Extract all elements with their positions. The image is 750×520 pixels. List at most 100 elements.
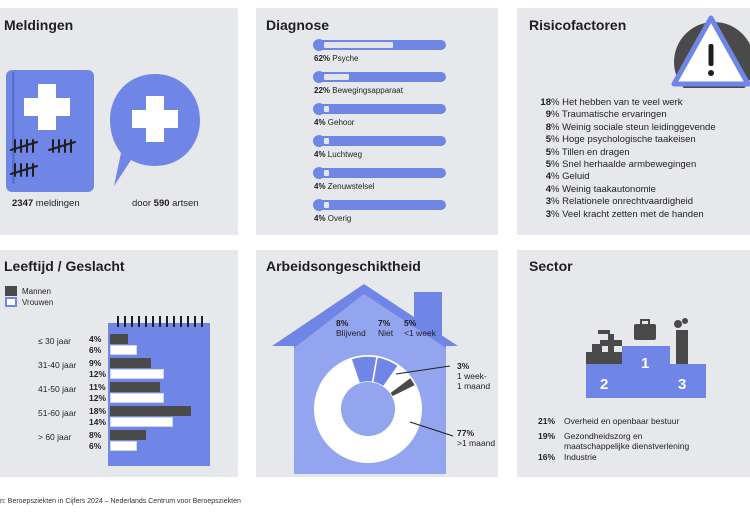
- sector-label: Gezondheidszorg en: [564, 431, 643, 441]
- risk-unit: %: [551, 146, 562, 158]
- risk-label: Veel kracht zetten met de handen: [562, 208, 704, 220]
- diagnose-bar-fill: [324, 170, 329, 176]
- meldingen-count: 2347 meldingen: [12, 198, 80, 209]
- legend-women-swatch: [5, 297, 17, 307]
- risk-value: 9: [545, 109, 551, 121]
- age-women-value: 12%: [89, 369, 107, 379]
- diagnose-label: 4% Overig: [314, 214, 351, 223]
- risk-label: Geluid: [562, 171, 590, 183]
- diagnose-bar-cap: [313, 71, 325, 83]
- age-women-bar: [110, 393, 164, 403]
- arbeid-value: 3%: [457, 361, 470, 371]
- diagnose-value: 22%: [314, 86, 331, 95]
- diagnose-value: 4%: [314, 214, 326, 223]
- age-men-bar: [110, 406, 191, 416]
- arbeid-title: Arbeidsongeschiktheid: [266, 258, 421, 274]
- age-label: 31-40 jaar: [38, 360, 77, 370]
- spiral-binding-icon: [117, 316, 203, 327]
- risk-value: 3: [545, 196, 551, 208]
- age-men-value: 18%: [89, 406, 107, 416]
- diagnose-label: 4% Gehoor: [314, 118, 354, 127]
- arbeid-label: 5% <1 week: [404, 318, 436, 338]
- diagnose-bar-cap: [313, 135, 325, 147]
- risk-row: 3% Veel kracht zetten met de handen: [529, 209, 704, 220]
- diagnose-category: Luchtweg: [325, 150, 363, 159]
- risk-row: 9% Traumatische ervaringen: [529, 109, 667, 120]
- risico-title: Risicofactoren: [529, 17, 627, 33]
- footer-source: n: Beroepsziekten in Cijfers 2024 – Nede…: [0, 498, 241, 505]
- diagnose-bar-cap: [313, 103, 325, 115]
- arbeid-value: 5%: [404, 318, 417, 328]
- risk-row: 5% Hoge psychologische taakeisen: [529, 134, 696, 145]
- age-men-value: 4%: [89, 334, 102, 344]
- arbeid-label: 8% Blijvend: [336, 318, 366, 338]
- age-men-value: 11%: [89, 382, 106, 392]
- sector-label: Overheid en openbaar bestuur: [564, 416, 680, 426]
- diagnose-title: Diagnose: [266, 17, 330, 33]
- risk-unit: %: [551, 97, 563, 108]
- diagnose-bar: [313, 39, 446, 51]
- sector-value: 16%: [538, 452, 556, 462]
- arbeid-category: 1 maand: [457, 381, 491, 391]
- arbeid-value: 8%: [336, 318, 349, 328]
- diagnose-value: 62%: [314, 54, 331, 63]
- sector-value: 21%: [538, 416, 556, 426]
- age-women-bar: [110, 441, 137, 451]
- clipboard-icon: [6, 70, 94, 192]
- risk-label: Het hebben van te veel werk: [562, 97, 683, 108]
- risk-value: 5: [545, 159, 551, 170]
- risk-value: 5: [545, 146, 551, 158]
- risk-value: 8: [545, 121, 551, 133]
- risk-unit: %: [551, 183, 563, 195]
- age-label: ≤ 30 jaar: [38, 336, 72, 346]
- diagnose-bar-fill: [324, 106, 329, 112]
- diagnose-bar: [313, 71, 446, 83]
- legend-women-label: Vrouwen: [22, 298, 54, 307]
- risk-value: 4: [545, 183, 551, 195]
- age-women-bar: [110, 369, 164, 379]
- age-label: 41-50 jaar: [38, 384, 77, 394]
- diagnose-category: Overig: [325, 214, 352, 223]
- arbeid-category: Blijvend: [336, 328, 366, 338]
- risk-unit: %: [551, 109, 562, 121]
- sector-title: Sector: [529, 258, 573, 274]
- arbeid-label: 3% 1 week- 1 maand: [457, 361, 490, 391]
- age-men-bar: [110, 334, 128, 344]
- risk-row: 5% Tillen en dragen: [529, 147, 630, 158]
- sector-label: maatschappelijke dienstverlening: [564, 441, 690, 451]
- risk-row: 4% Geluid: [529, 171, 590, 182]
- diagnose-label: 4% Luchtweg: [314, 150, 362, 159]
- diagnose-bar-fill: [324, 74, 349, 80]
- diagnose-category: Bewegingsapparaat: [330, 86, 403, 95]
- age-women-bar: [110, 417, 173, 427]
- arbeid-category: >1 maand: [457, 438, 496, 448]
- diagnose-value: 4%: [314, 118, 326, 127]
- risk-value: 4: [545, 171, 551, 183]
- arbeid-label: 7% Niet: [378, 318, 393, 338]
- risk-label: Snel herhaalde armbewegingen: [562, 159, 697, 170]
- donut-hole: [341, 382, 395, 436]
- diagnose-label: 4% Zenuwstelsel: [314, 182, 374, 191]
- age-men-bar: [110, 430, 146, 440]
- risk-row: 4% Weinig taakautonomie: [529, 184, 656, 195]
- donut-leader-line: [395, 365, 451, 375]
- age-label: 51-60 jaar: [38, 408, 77, 418]
- podium-illustration: [586, 318, 706, 398]
- diagnose-bar-fill: [324, 42, 394, 48]
- artsen-count: door 590 artsen: [132, 198, 199, 209]
- diagnose-category: Psyche: [330, 54, 359, 63]
- risk-row: 18% Het hebben van te veel werk: [529, 97, 683, 108]
- legend-men-label: Mannen: [22, 287, 51, 296]
- sector-label: Industrie: [564, 452, 597, 462]
- age-men-bar: [110, 358, 151, 368]
- arbeid-category: Niet: [378, 328, 394, 338]
- age-women-value: 14%: [89, 417, 107, 427]
- risk-value: 18: [540, 97, 551, 108]
- diagnose-bar: [313, 167, 446, 179]
- diagnose-bar-cap: [313, 199, 325, 211]
- age-men-value: 9%: [89, 358, 102, 368]
- risk-label: Relationele onrechtvaardigheid: [562, 196, 694, 208]
- diagnose-value: 4%: [314, 182, 326, 191]
- warning-icon: [671, 15, 750, 88]
- age-women-value: 12%: [89, 393, 107, 403]
